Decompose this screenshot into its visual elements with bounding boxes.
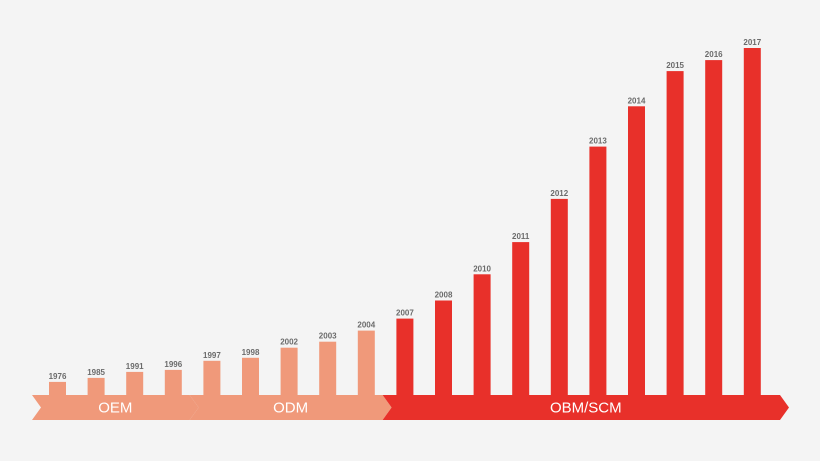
- bar-2017: [743, 48, 761, 400]
- bar-1997: [203, 360, 221, 400]
- bar-2016: [705, 60, 723, 400]
- year-label-2011: 2011: [512, 232, 530, 241]
- bars-group: [49, 48, 761, 401]
- bar-2007: [396, 318, 414, 400]
- year-label-1998: 1998: [242, 348, 260, 357]
- year-label-2012: 2012: [550, 189, 568, 198]
- year-label-2003: 2003: [319, 332, 337, 341]
- phase-label-oem: OEM: [98, 400, 132, 417]
- bar-2014: [628, 106, 645, 401]
- year-label-1991: 1991: [126, 362, 144, 371]
- year-label-2002: 2002: [280, 338, 298, 347]
- bar-2008: [435, 300, 452, 400]
- phase-label-obm-scm: OBM/SCM: [550, 400, 622, 417]
- bar-2015: [666, 71, 684, 400]
- bar-2004: [357, 330, 375, 400]
- bar-2010: [473, 274, 491, 400]
- phase-arrow-oem: [32, 395, 199, 420]
- year-label-2010: 2010: [473, 264, 491, 273]
- year-label-2017: 2017: [743, 38, 761, 47]
- bar-2011: [512, 242, 530, 400]
- bar-2012: [550, 198, 568, 400]
- year-label-2015: 2015: [666, 61, 684, 70]
- year-label-2007: 2007: [396, 309, 414, 318]
- year-label-1985: 1985: [87, 368, 105, 377]
- bar-1991: [126, 371, 144, 400]
- year-label-2008: 2008: [435, 291, 453, 300]
- year-label-2013: 2013: [589, 137, 607, 146]
- bar-2013: [589, 146, 607, 400]
- year-label-1996: 1996: [164, 360, 182, 369]
- bar-1996: [164, 369, 182, 400]
- bar-2002: [280, 347, 298, 400]
- bar-1985: [87, 377, 105, 400]
- bar-2003: [319, 341, 337, 400]
- phase-arrows-group: OEM ODM OBM/SCM: [32, 395, 789, 420]
- year-label-2004: 2004: [357, 321, 375, 330]
- year-labels-group: 1976 1985 1991 1996 1997 1998 2002 2003 2004 2007…: [49, 38, 762, 381]
- year-label-1997: 1997: [203, 351, 221, 360]
- year-label-2014: 2014: [628, 96, 646, 105]
- phase-label-odm: ODM: [273, 400, 308, 417]
- year-label-2016: 2016: [705, 50, 723, 59]
- phase-arrow-obm-scm: [382, 395, 789, 420]
- year-label-1976: 1976: [49, 372, 67, 381]
- phase-arrow-odm: [189, 395, 392, 420]
- bar-1998: [242, 357, 259, 400]
